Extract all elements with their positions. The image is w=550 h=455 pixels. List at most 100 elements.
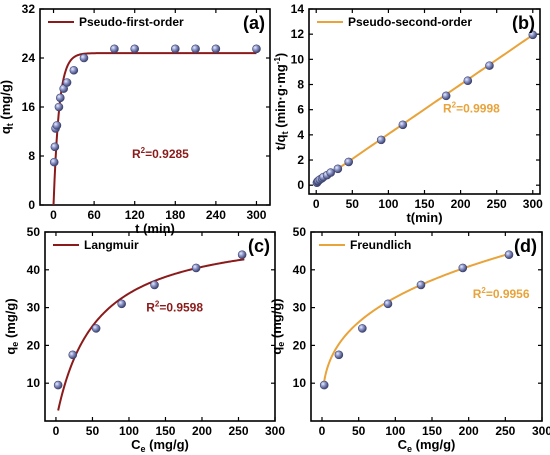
- x-tick-label: 200: [459, 424, 479, 438]
- y-tick-label: 6: [297, 103, 304, 117]
- x-axis-label-unit: (mg/g): [146, 437, 189, 452]
- data-point: [463, 76, 473, 86]
- r-squared-value: =0.9956: [486, 287, 530, 301]
- x-tick-label: 300: [523, 197, 543, 211]
- y-tick-label: 30: [293, 301, 307, 315]
- legend-label: Langmuir: [84, 238, 139, 252]
- x-axis-label: Ce (mg/g): [131, 437, 189, 454]
- data-point: [344, 157, 354, 167]
- y-tick-label: 32: [22, 2, 36, 16]
- x-axis-label-sub: e: [141, 444, 146, 454]
- data-point: [62, 78, 72, 87]
- data-point: [49, 157, 59, 167]
- x-tick-label: 250: [495, 424, 515, 438]
- plot-frame: [44, 231, 276, 422]
- panel-a: 0 60 120 180 240 300 0 8 16 24 32 t (min) qt (mg/g) P…: [0, 2, 271, 236]
- data-point: [441, 91, 451, 101]
- data-point: [68, 350, 78, 360]
- data-point: [130, 44, 140, 54]
- x-tick-label: 300: [246, 208, 266, 222]
- x-tick-label: 0: [50, 208, 57, 222]
- fit-curve: [315, 34, 534, 185]
- x-tick-label: 300: [532, 424, 550, 438]
- y-tick-label: 12: [291, 27, 305, 41]
- data-point: [252, 44, 261, 54]
- data-point: [333, 164, 343, 174]
- data-point: [191, 44, 200, 54]
- y-tick-label: 16: [22, 100, 36, 114]
- x-tick-label: 100: [119, 424, 139, 438]
- x-tick-label: 150: [414, 197, 434, 211]
- r-squared-annotation: R2=0.9956: [473, 286, 530, 301]
- data-point: [170, 44, 180, 54]
- panel-label: (c): [248, 236, 270, 256]
- r-squared-annotation: R2=0.9285: [132, 146, 189, 161]
- data-point: [319, 380, 329, 390]
- fit-curve: [57, 258, 245, 411]
- plot-frame: [310, 231, 543, 422]
- legend-label: Freundlich: [350, 238, 411, 252]
- y-tick-label: 30: [27, 301, 41, 315]
- y-axis-label-sub: e: [10, 342, 20, 347]
- x-axis-label-main: C: [398, 437, 408, 452]
- data-point: [334, 350, 344, 360]
- y-axis-label-main: q: [269, 347, 284, 355]
- data-point: [237, 250, 247, 259]
- r-squared-annotation: R2=0.9598: [146, 299, 203, 314]
- x-axis-label-unit: (mg/g): [412, 437, 455, 452]
- data-point: [50, 142, 60, 152]
- data-point: [69, 65, 79, 75]
- data-point: [528, 30, 538, 40]
- x-axis-label: t (min): [135, 221, 175, 236]
- data-point: [211, 44, 221, 54]
- data-point: [110, 44, 119, 54]
- panel-label: (d): [514, 236, 537, 256]
- fit-curve: [52, 52, 257, 206]
- x-tick-label: 0: [319, 424, 326, 438]
- x-tick-label: 50: [346, 197, 360, 211]
- x-axis-label: Ce (mg/g): [398, 437, 456, 454]
- y-axis-label-sub: t: [280, 131, 290, 134]
- x-tick-label: 0: [313, 197, 320, 211]
- x-tick-label: 120: [125, 208, 145, 222]
- x-tick-label: 200: [451, 197, 471, 211]
- x-tick-label: 240: [206, 208, 226, 222]
- data-point: [150, 280, 159, 290]
- r-squared-main: R: [443, 102, 452, 116]
- fit-curve: [323, 252, 512, 382]
- data-point: [376, 135, 386, 145]
- r-squared-main: R: [132, 147, 141, 161]
- r-squared-main: R: [146, 300, 155, 314]
- x-tick-label: 150: [155, 424, 175, 438]
- r-squared-sup: 2: [452, 101, 457, 110]
- x-tick-label: 300: [265, 424, 285, 438]
- y-axis-label: qe (mg/g): [269, 298, 286, 354]
- y-axis-label: qt (mg/g): [0, 80, 15, 134]
- data-point: [416, 280, 426, 290]
- x-axis-label: t(min): [406, 210, 442, 225]
- y-tick-label: 8: [297, 78, 304, 92]
- y-axis-label-unit: (mg/g): [3, 298, 18, 341]
- x-axis-label-sub: e: [407, 444, 412, 454]
- y-tick-label: 10: [293, 376, 307, 390]
- y-axis-label-unit: (mg/g): [269, 298, 284, 341]
- y-tick-label: 2: [297, 153, 304, 167]
- r-squared-annotation: R2=0.9998: [443, 101, 500, 116]
- y-axis-label: t/qt (min·g·mg-1): [273, 53, 290, 151]
- r-squared-sup: 2: [141, 146, 146, 155]
- data-point: [398, 120, 408, 130]
- data-point: [79, 53, 89, 63]
- x-tick-label: 250: [228, 424, 248, 438]
- legend-label: Pseudo-second-order: [348, 15, 472, 29]
- y-tick-label: 10: [27, 376, 41, 390]
- data-point: [52, 121, 62, 130]
- y-axis-label-unit: (min·g·mg: [273, 64, 288, 131]
- data-point: [191, 263, 201, 273]
- data-point: [358, 324, 367, 333]
- x-tick-label: 50: [86, 424, 100, 438]
- y-axis-label-sub: t: [5, 123, 15, 126]
- y-tick-label: 0: [28, 198, 35, 212]
